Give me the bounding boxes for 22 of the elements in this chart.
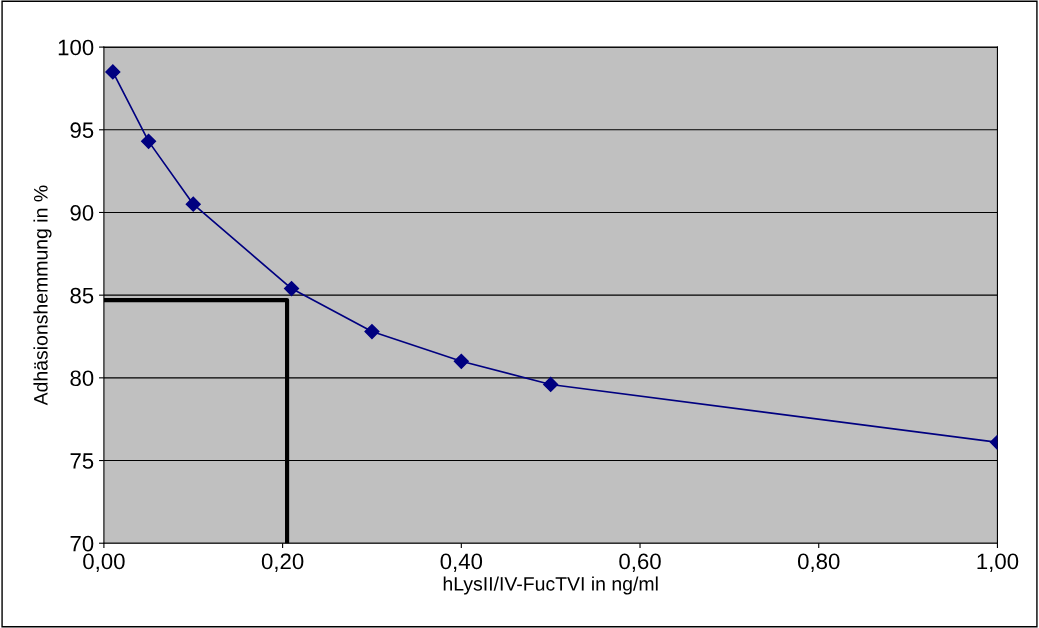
x-axis-title: hLysII/IV-FucTVI in ng/ml	[443, 576, 658, 595]
point	[364, 323, 380, 340]
point	[453, 353, 469, 369]
y-tick-label: 85	[70, 287, 94, 304]
point	[185, 196, 201, 212]
y-tick-label: 90	[70, 205, 94, 221]
y-axis-title: Adhäsionshemmung in %	[33, 185, 52, 406]
y-tick-label: 95	[70, 122, 94, 139]
point	[283, 280, 300, 297]
x-tick-label: 0,20	[261, 553, 304, 572]
point	[141, 133, 157, 149]
y-tick-label: 75	[70, 453, 94, 469]
y-tick-label: 70	[70, 535, 94, 552]
x-tick-label: 0,80	[797, 553, 840, 572]
x-tick-label: 0,40	[440, 553, 483, 572]
x-tick-label: 0,00	[83, 553, 125, 572]
y-tick-label: 80	[70, 370, 94, 387]
y-tick-label: 100	[58, 39, 94, 56]
x-tick-label: 0,60	[619, 553, 661, 572]
point	[105, 64, 121, 80]
point	[543, 376, 559, 393]
x-tick-label: 1,00	[977, 553, 1019, 572]
